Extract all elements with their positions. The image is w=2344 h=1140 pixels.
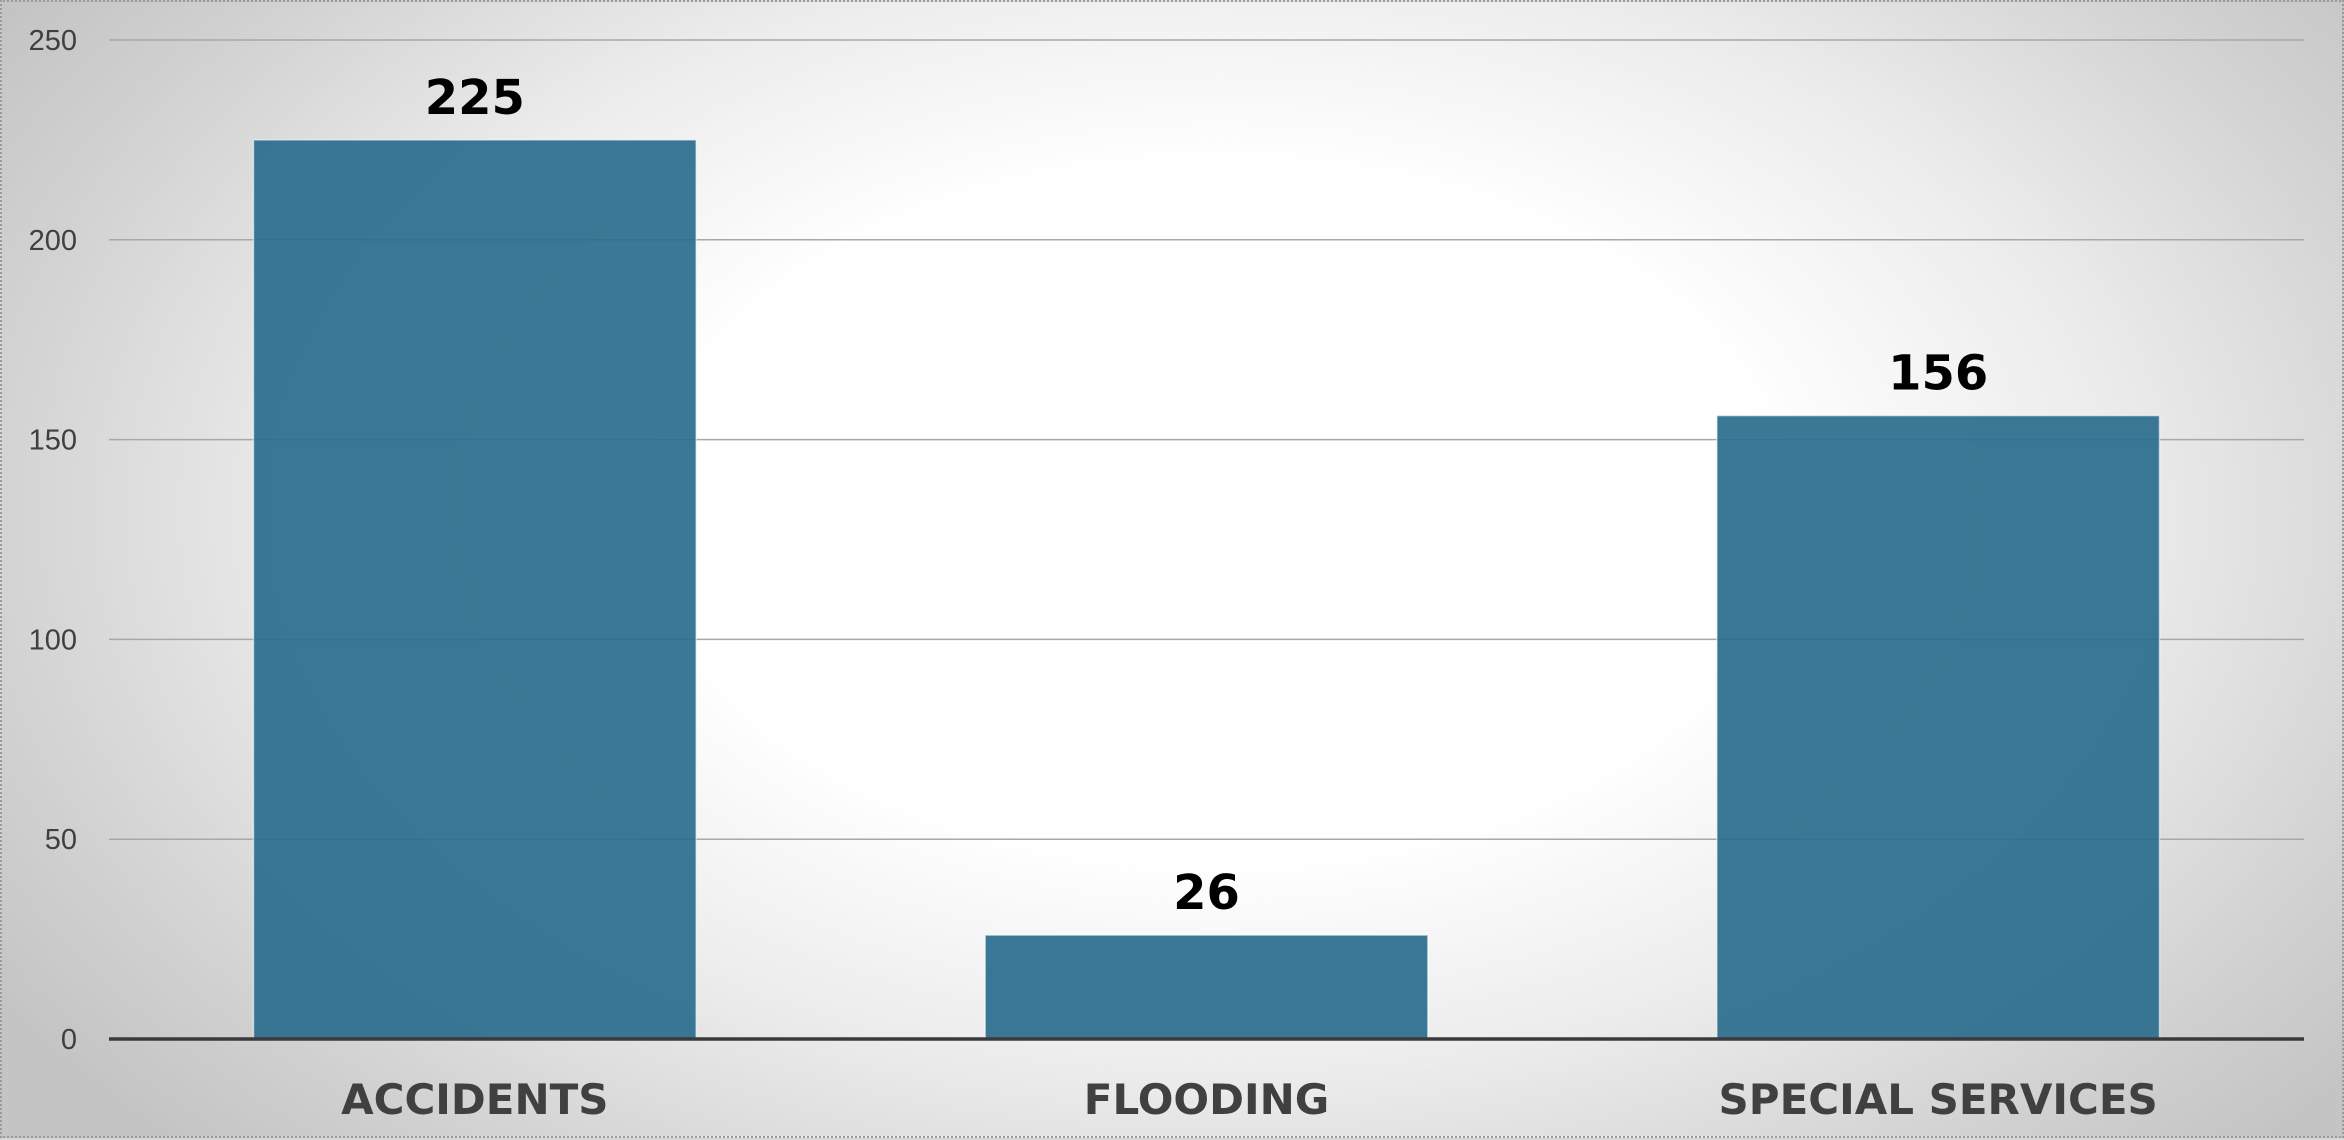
- category-label: ACCIDENTS: [341, 1075, 608, 1124]
- x-axis-categories: ACCIDENTS FLOODING SPECIAL SERVICES: [341, 1075, 2158, 1124]
- category-label: SPECIAL SERVICES: [1719, 1075, 2158, 1124]
- bar-accidents: [252, 139, 697, 1040]
- y-axis-ticks: 0 50 100 150 200 250: [29, 25, 77, 1056]
- bar-flooding: [984, 934, 1429, 1040]
- data-label: 156: [1888, 346, 1988, 402]
- data-labels: 225 26 156: [425, 70, 1989, 921]
- y-tick-label: 200: [29, 225, 77, 257]
- y-tick-label: 100: [29, 624, 77, 656]
- y-tick-label: 250: [29, 25, 77, 57]
- bar-special-services: [1716, 414, 2161, 1040]
- data-label: 225: [425, 70, 525, 126]
- y-tick-label: 150: [29, 425, 77, 457]
- y-tick-label: 0: [61, 1024, 77, 1056]
- data-label: 26: [1173, 865, 1240, 921]
- y-tick-label: 50: [45, 824, 77, 856]
- bars: [252, 139, 2161, 1040]
- category-label: FLOODING: [1084, 1075, 1329, 1124]
